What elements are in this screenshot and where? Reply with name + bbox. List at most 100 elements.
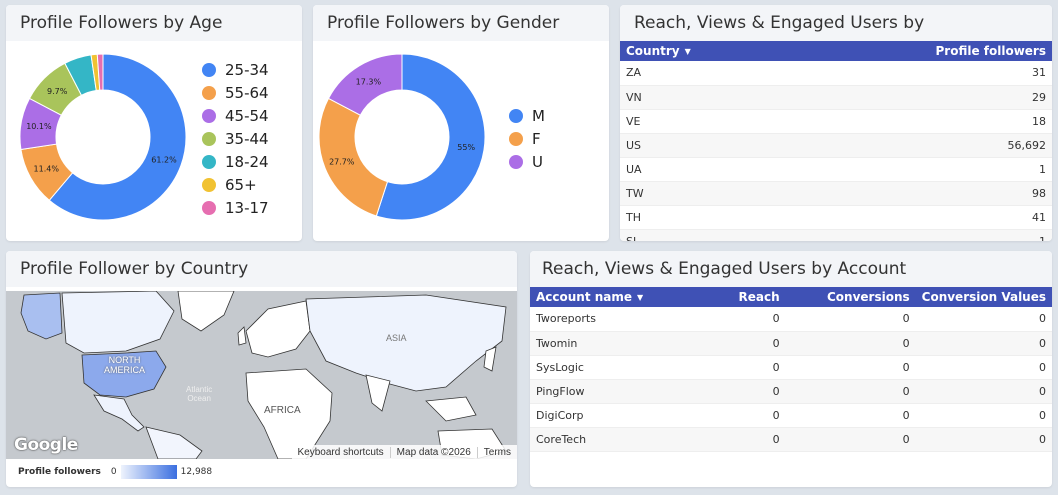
donut-slice-13-17[interactable] — [96, 53, 104, 91]
table-cell: TW — [620, 181, 787, 206]
donut-data-label: 9.7% — [47, 87, 68, 96]
age-donut-chart[interactable]: 61.2% 11.4% 10.1% 9.7% — [6, 41, 206, 241]
table-row[interactable]: Twomin 0 0 0 — [530, 331, 1052, 356]
gender-card-title: Profile Followers by Gender — [313, 5, 609, 41]
legend-item[interactable]: 13-17 — [202, 199, 269, 217]
table-row[interactable]: VN 29 — [620, 85, 1052, 110]
terms-link[interactable]: Terms — [476, 446, 517, 458]
sort-desc-icon: ▼ — [684, 47, 691, 56]
table-cell: UA — [620, 157, 787, 182]
table-row[interactable]: Tworeports 0 0 0 — [530, 307, 1052, 332]
table-cell: Tworeports — [530, 307, 702, 332]
table-cell: 0 — [915, 403, 1052, 428]
table-cell: ZA — [620, 61, 787, 86]
gender-card: Profile Followers by Gender 55% 27.7% 17.3… — [313, 5, 609, 241]
legend-label: 45-54 — [225, 107, 269, 125]
table-cell: 0 — [785, 331, 916, 356]
legend-item[interactable]: 18-24 — [202, 153, 269, 171]
table-cell: CoreTech — [530, 427, 702, 452]
legend-item[interactable]: M — [509, 107, 545, 125]
legend-label: U — [532, 153, 543, 171]
world-map[interactable]: NORTH AMERICA ASIA AFRICA Atlantic Ocean… — [6, 291, 517, 459]
table-row[interactable]: CoreTech 0 0 0 — [530, 427, 1052, 452]
table-cell: 0 — [785, 379, 916, 404]
table-cell: 0 — [701, 307, 786, 332]
reach-column-header[interactable]: Reach — [701, 287, 786, 307]
table-cell: 0 — [785, 427, 916, 452]
conversions-column-header[interactable]: Conversions — [785, 287, 916, 307]
donut-data-label: 11.4% — [34, 165, 60, 174]
table-row[interactable]: VE 18 — [620, 109, 1052, 134]
scale-max: 12,988 — [180, 467, 213, 477]
table-row[interactable]: SI 1 — [620, 229, 1052, 241]
legend-swatch — [202, 132, 216, 146]
map-label-africa: AFRICA — [264, 405, 301, 416]
legend-item[interactable]: 35-44 — [202, 130, 269, 148]
table-cell: SI — [620, 229, 787, 241]
account-table-wrap: Account name ▼ Reach Conversions Conversi… — [530, 287, 1052, 452]
map-card: Profile Follower by Country — [6, 251, 517, 487]
scale-min: 0 — [110, 467, 117, 477]
legend-item[interactable]: 45-54 — [202, 107, 269, 125]
profile-followers-column-header[interactable]: Profile followers — [786, 41, 1052, 61]
legend-label: 25-34 — [225, 61, 269, 79]
account-table-card: Reach, Views & Engaged Users by Account … — [530, 251, 1052, 487]
table-row[interactable]: UA 1 — [620, 157, 1052, 182]
table-row[interactable]: TH 41 — [620, 205, 1052, 230]
legend-label: 13-17 — [225, 199, 269, 217]
table-cell: DigiCorp — [530, 403, 702, 428]
map-label-atlantic: Atlantic Ocean — [186, 385, 213, 403]
donut-slice-U[interactable] — [327, 53, 403, 116]
table-row[interactable]: PingFlow 0 0 0 — [530, 379, 1052, 404]
legend-item[interactable]: 55-64 — [202, 84, 269, 102]
scale-gradient — [120, 465, 177, 479]
legend-swatch — [202, 178, 216, 192]
account-name-column-header[interactable]: Account name ▼ — [530, 287, 702, 307]
table-row[interactable]: TW 98 — [620, 181, 1052, 206]
legend-swatch — [509, 109, 523, 123]
donut-slice-M[interactable] — [375, 53, 486, 221]
table-row[interactable]: DigiCorp 0 0 0 — [530, 403, 1052, 428]
legend-item[interactable]: F — [509, 130, 541, 148]
table-cell: 0 — [915, 307, 1052, 332]
table-cell: 0 — [785, 355, 916, 380]
table-cell: 31 — [786, 61, 1052, 86]
table-cell: SysLogic — [530, 355, 702, 380]
account-table: Account name ▼ Reach Conversions Conversi… — [530, 287, 1052, 452]
country-column-header[interactable]: Country ▼ — [620, 41, 787, 61]
donut-slice-25-34[interactable] — [48, 53, 187, 221]
table-row[interactable]: US 56,692 — [620, 133, 1052, 158]
table-cell: 0 — [785, 403, 916, 428]
scale-label: Profile followers — [18, 467, 101, 477]
country-table-title: Reach, Views & Engaged Users by — [620, 5, 1052, 41]
legend-item[interactable]: U — [509, 153, 543, 171]
legend-swatch — [202, 86, 216, 100]
legend-item[interactable]: 25-34 — [202, 61, 269, 79]
keyboard-shortcuts-link[interactable]: Keyboard shortcuts — [297, 446, 384, 458]
age-card-title: Profile Followers by Age — [6, 5, 302, 41]
table-cell: VN — [620, 85, 787, 110]
map-footer: Keyboard shortcuts Map data ©2026 Terms — [291, 445, 517, 459]
legend-label: 55-64 — [225, 84, 269, 102]
map-data-link[interactable]: Map data ©2026 — [389, 446, 477, 458]
table-row[interactable]: ZA 31 — [620, 61, 1052, 86]
table-cell: 0 — [701, 331, 786, 356]
country-table: Country ▼ Profile followers ZA 31 VN 29 VE 18 U… — [620, 41, 1052, 241]
legend-label: 35-44 — [225, 130, 269, 148]
sort-desc-icon: ▼ — [637, 293, 644, 302]
account-table-title: Reach, Views & Engaged Users by Account — [530, 251, 1052, 287]
table-cell: PingFlow — [530, 379, 702, 404]
table-cell: 0 — [785, 307, 916, 332]
legend-label: 65+ — [225, 176, 257, 194]
table-row[interactable]: SysLogic 0 0 0 — [530, 355, 1052, 380]
table-cell: US — [620, 133, 787, 158]
country-table-scroll[interactable]: Country ▼ Profile followers ZA 31 VN 29 VE 18 U… — [620, 41, 1052, 241]
conversion-values-column-header[interactable]: Conversion Values — [915, 287, 1052, 307]
legend-swatch — [202, 109, 216, 123]
legend-item[interactable]: 65+ — [202, 176, 257, 194]
legend-label: M — [532, 107, 545, 125]
donut-slice-F[interactable] — [318, 97, 389, 217]
gender-donut-chart[interactable]: 55% 27.7% 17.3% — [313, 41, 513, 241]
table-cell: 0 — [701, 403, 786, 428]
table-cell: 29 — [786, 85, 1052, 110]
